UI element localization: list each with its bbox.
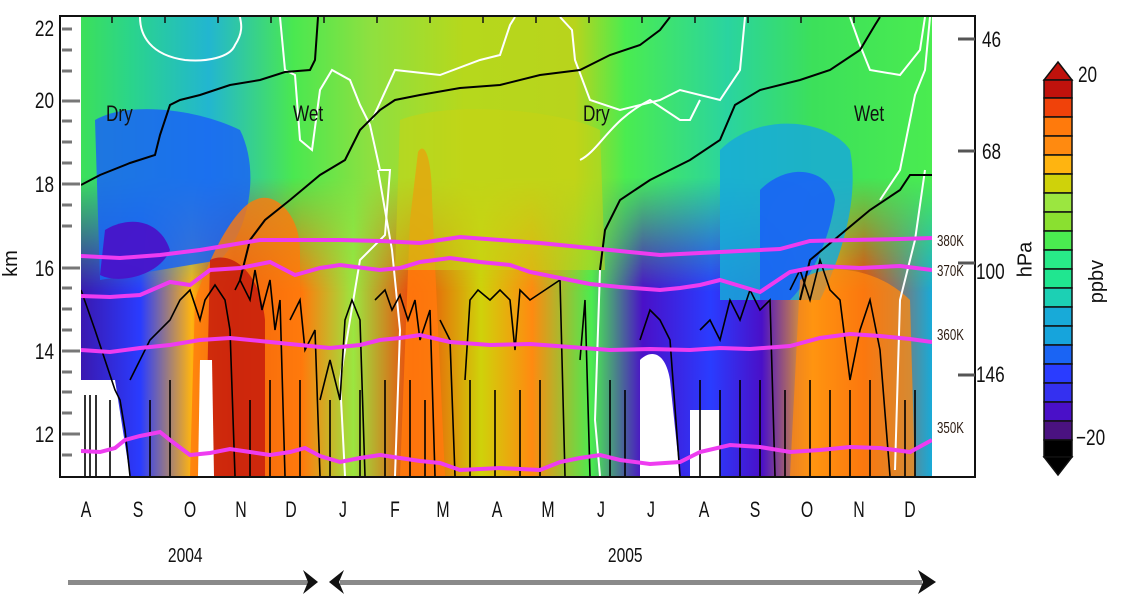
season-label-dry-2004: Dry xyxy=(106,101,133,126)
colorbar-min-label: −20 xyxy=(1076,425,1106,450)
month-label: A xyxy=(80,497,92,522)
left-ticks xyxy=(62,27,80,457)
y-axis-title-km: km xyxy=(0,250,22,277)
season-label-wet-2004: Wet xyxy=(293,101,324,126)
isentrope-label-350k: 350K xyxy=(937,420,964,437)
y-axis-title-hpa: hPa xyxy=(1014,241,1037,278)
isentropes xyxy=(81,234,932,473)
month-label: M xyxy=(541,497,555,522)
year-label-2004: 2004 xyxy=(167,545,203,567)
season-label-wet-2005: Wet xyxy=(854,101,885,126)
y-tick-14: 14 xyxy=(34,339,54,364)
p-tick-100: 100 xyxy=(976,259,1005,284)
pressure-ticks xyxy=(958,37,975,377)
month-label: S xyxy=(749,497,761,522)
month-label: A xyxy=(698,497,710,522)
month-label: A xyxy=(491,497,503,522)
month-label: J xyxy=(597,497,605,522)
month-label: S xyxy=(132,497,144,522)
black-contours xyxy=(81,17,932,301)
month-label: D xyxy=(285,497,297,522)
p-tick-46: 46 xyxy=(982,27,1002,52)
month-label: J xyxy=(647,497,655,522)
month-label: M xyxy=(436,497,450,522)
colorbar xyxy=(1042,60,1074,477)
anomaly-field xyxy=(81,17,932,476)
colorbar-max-label: 20 xyxy=(1078,62,1098,87)
month-label: J xyxy=(339,497,347,522)
isentrope-label-380k: 380K xyxy=(937,233,964,250)
year-label-2005: 2005 xyxy=(607,545,643,567)
season-label-dry-2005: Dry xyxy=(583,101,610,126)
white-contours xyxy=(139,17,931,476)
timeline xyxy=(68,570,936,594)
y-tick-20: 20 xyxy=(34,88,54,113)
month-label: N xyxy=(235,497,247,522)
top-ticks xyxy=(111,17,855,23)
colorbar-unit-label: ppbv xyxy=(1086,259,1109,304)
cloud-top-traces xyxy=(81,257,916,476)
isentrope-label-370k: 370K xyxy=(937,263,964,280)
y-tick-18: 18 xyxy=(34,172,54,197)
y-tick-12: 12 xyxy=(34,422,54,447)
month-label: O xyxy=(183,497,197,522)
y-tick-16: 16 xyxy=(34,256,54,281)
month-label: N xyxy=(853,497,865,522)
y-tick-22: 22 xyxy=(34,16,54,41)
isentrope-label-360k: 360K xyxy=(937,327,964,344)
month-label: D xyxy=(904,497,916,522)
month-label: F xyxy=(390,497,400,522)
p-tick-146: 146 xyxy=(976,362,1005,387)
month-label: O xyxy=(800,497,814,522)
p-tick-68: 68 xyxy=(982,139,1002,164)
